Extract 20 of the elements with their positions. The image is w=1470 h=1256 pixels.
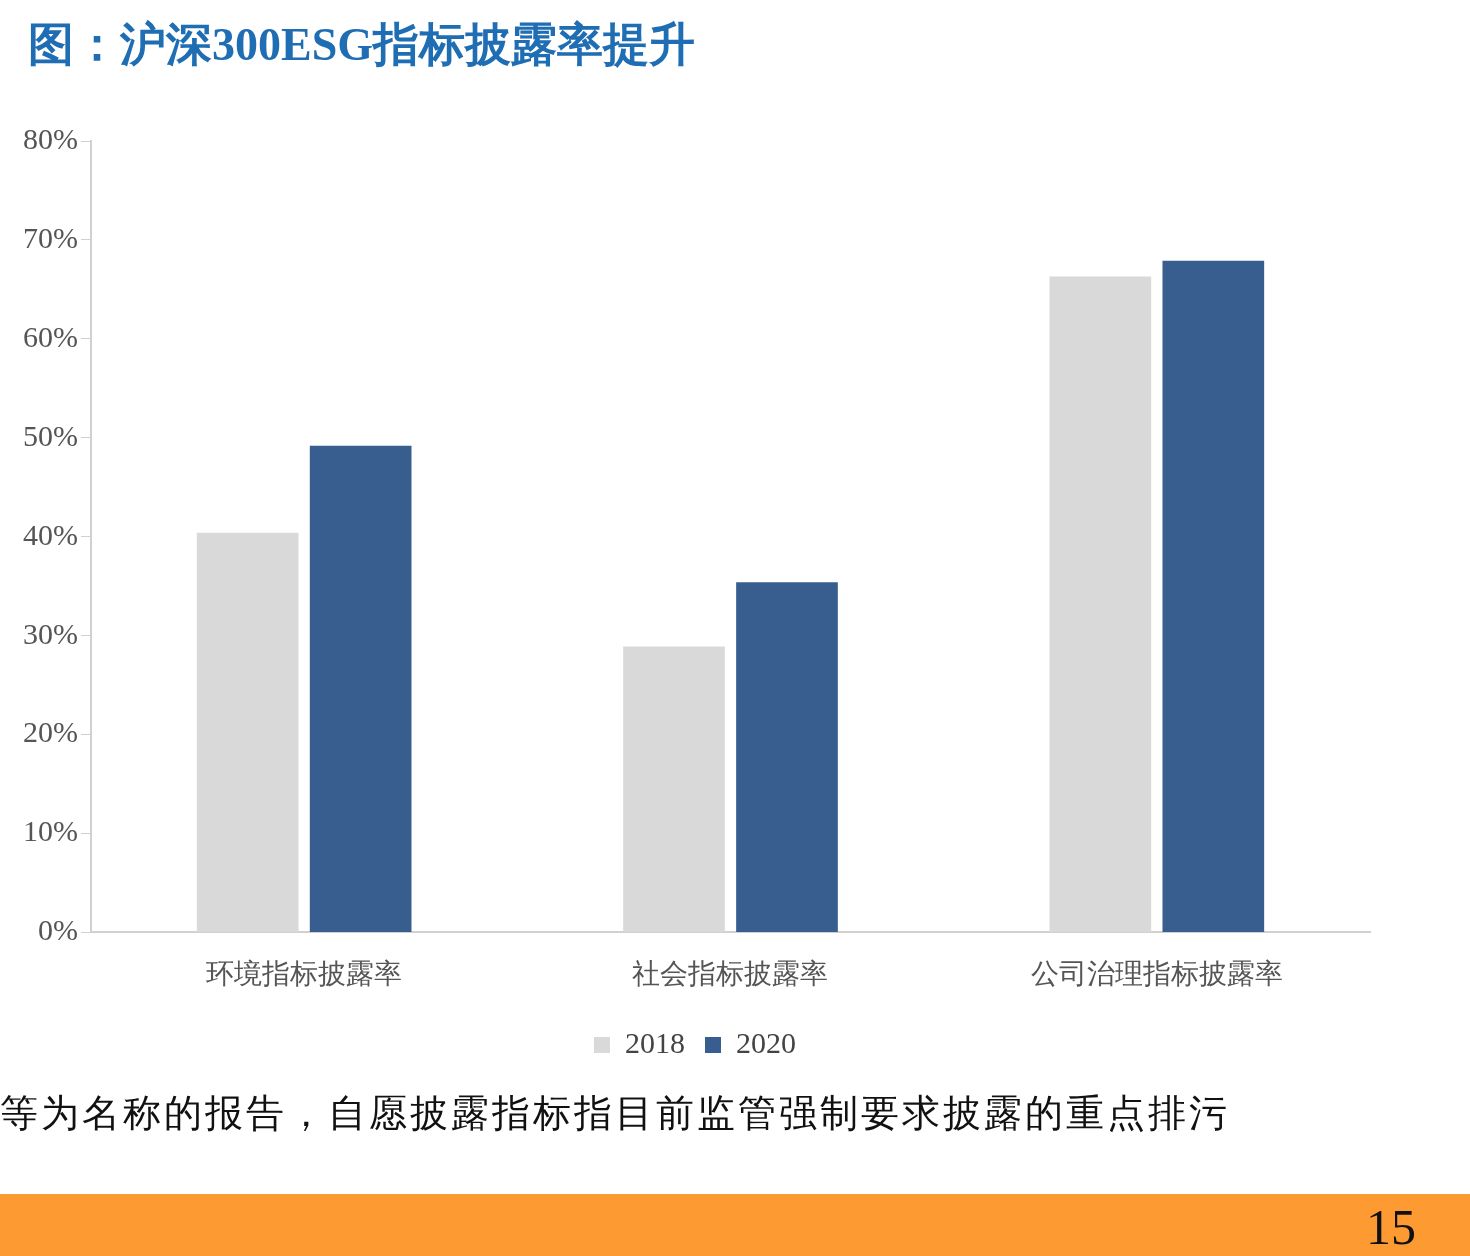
y-tick-label: 40% — [22, 517, 78, 551]
y-tick-label: 30% — [22, 616, 78, 650]
x-tick-label: 社会指标披露率 — [632, 957, 829, 989]
text: 等为名称的报告，自愿披露指标指目前监管强制要求披露的重点排污 — [0, 1091, 1230, 1136]
y-tick-label: 70% — [22, 220, 78, 254]
y-tick-label: 20% — [22, 715, 78, 749]
x-tick-label: 环境指标披露率 — [206, 957, 403, 989]
y-tick-label: 60% — [22, 319, 78, 353]
legend-label: 2018 — [625, 1025, 685, 1059]
chart-title: 图：沪深300ESG指标披露率提升 — [28, 18, 696, 72]
bar — [1162, 260, 1265, 932]
bar — [736, 582, 838, 932]
text: 15 — [1366, 1198, 1416, 1256]
y-tick-label: 10% — [22, 814, 78, 848]
x-tick-label: 公司治理指标披露率 — [1030, 957, 1283, 989]
bar — [309, 445, 412, 932]
legend-label: 2020 — [736, 1025, 796, 1059]
y-tick-label: 50% — [22, 418, 78, 452]
y-tick-label: 80% — [22, 121, 78, 155]
y-tick-label: 0% — [37, 913, 78, 947]
